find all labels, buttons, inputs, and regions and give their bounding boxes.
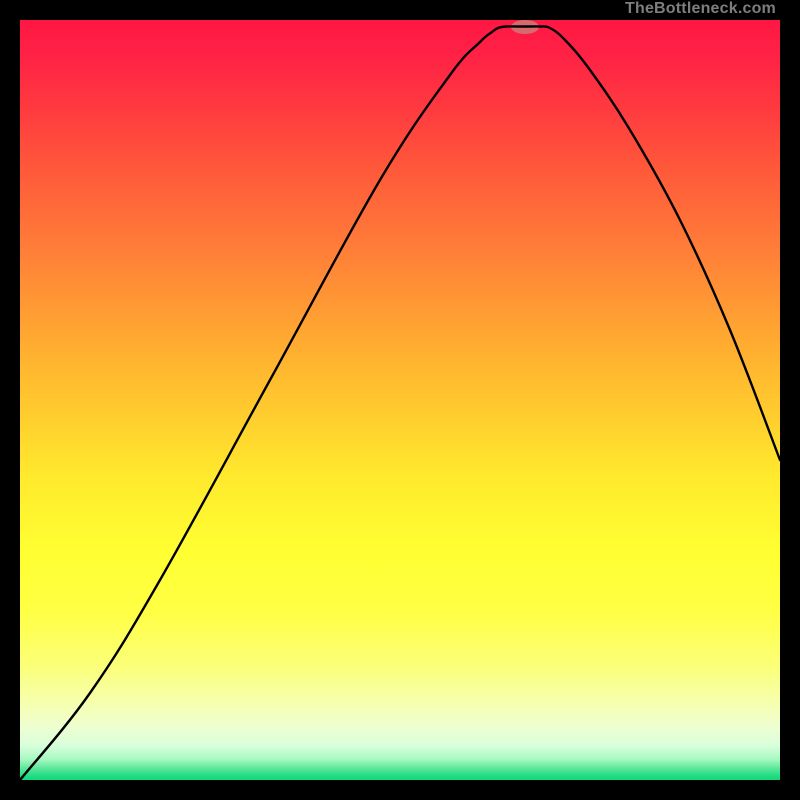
watermark-label: TheBottleneck.com — [625, 0, 776, 18]
bottleneck-curve-chart — [20, 20, 780, 780]
chart-frame: TheBottleneck.com — [0, 0, 800, 800]
plot-area — [20, 20, 780, 780]
gradient-background — [20, 20, 780, 780]
